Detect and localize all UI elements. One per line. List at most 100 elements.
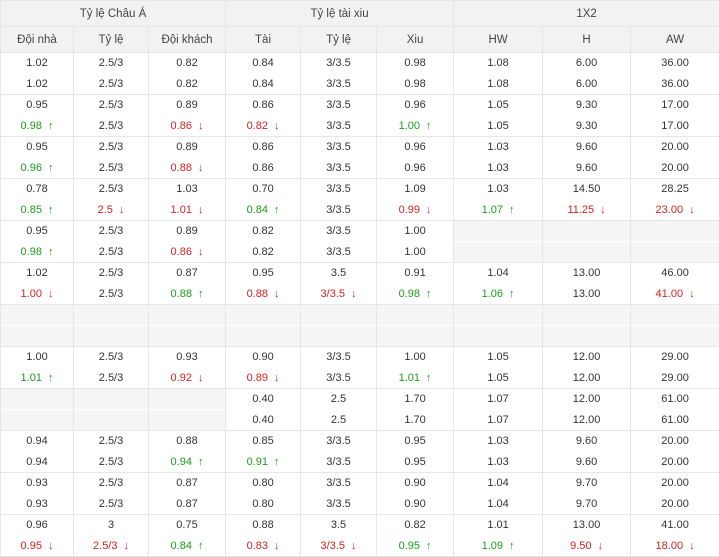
odds-value: 1.05: [487, 99, 508, 111]
odds-cell: 12.00: [543, 347, 631, 368]
odds-cell: [149, 305, 226, 326]
odds-value: 41.00: [661, 519, 689, 531]
odds-cell: 3/3.5: [301, 347, 377, 368]
odds-value: 0.82: [252, 246, 273, 258]
odds-value: 2.5/3: [99, 498, 123, 510]
odds-value: 3/3.5: [326, 477, 350, 489]
odds-value: 29.00: [661, 351, 689, 363]
odds-cell: 2.5/3: [74, 347, 149, 368]
odds-cell: 12.00: [543, 389, 631, 410]
arrow-down-icon: ↓: [689, 288, 695, 300]
odds-value: 0.89: [176, 225, 197, 237]
odds-cell: 2.5: [301, 389, 377, 410]
odds-value: 3.5: [331, 519, 346, 531]
odds-value: 11.25: [567, 204, 594, 216]
odds-cell: 0.78: [1, 179, 74, 200]
odds-cell: 3/3.5: [301, 368, 377, 389]
odds-cell: 1.70: [377, 410, 454, 431]
odds-cell: 6.00: [543, 53, 631, 74]
odds-cell: [454, 305, 543, 326]
odds-cell: 2.5/3: [74, 137, 149, 158]
odds-cell: 0.98↑: [377, 284, 454, 305]
arrow-up-icon: ↑: [198, 456, 204, 468]
odds-cell: 0.94↑: [149, 452, 226, 473]
odds-cell: 0.82: [149, 74, 226, 95]
odds-cell: 0.95: [1, 95, 74, 116]
odds-value: 13.00: [573, 288, 601, 300]
arrow-down-icon: ↓: [198, 204, 204, 216]
odds-cell: 1.08: [454, 74, 543, 95]
odds-cell: 2.5↓: [74, 200, 149, 221]
odds-value: 17.00: [661, 99, 689, 111]
odds-value: 1.03: [487, 435, 508, 447]
odds-cell: 3/3.5↓: [301, 536, 377, 557]
odds-cell: 1.02: [1, 53, 74, 74]
odds-cell: [631, 305, 719, 326]
arrow-up-icon: ↑: [274, 204, 280, 216]
col-hw-header: HW: [454, 27, 543, 53]
odds-value: 0.84: [171, 540, 192, 552]
odds-value: 20.00: [661, 477, 689, 489]
odds-cell: [74, 389, 149, 410]
odds-cell: [543, 305, 631, 326]
odds-cell: 3/3.5: [301, 53, 377, 74]
odds-cell: [149, 389, 226, 410]
odds-value: 3/3.5: [326, 204, 350, 216]
odds-value: 20.00: [661, 141, 689, 153]
odds-cell: [631, 242, 719, 263]
odds-cell: 1.01: [454, 515, 543, 536]
odds-value: 17.00: [661, 120, 689, 132]
odds-value: 0.98: [399, 288, 420, 300]
odds-value: 0.40: [252, 414, 273, 426]
odds-cell: 0.98: [377, 74, 454, 95]
odds-cell: 36.00: [631, 53, 719, 74]
arrow-up-icon: ↑: [426, 120, 432, 132]
odds-cell: 0.91: [377, 263, 454, 284]
odds-value: 0.84: [247, 204, 268, 216]
odds-cell: [377, 326, 454, 347]
odds-value: 1.04: [487, 477, 508, 489]
odds-value: 0.90: [404, 477, 425, 489]
odds-value: 2.5/3: [99, 351, 123, 363]
col-home-header: Đội nhà: [1, 27, 74, 53]
odds-value: 0.96: [21, 162, 42, 174]
odds-cell: 1.05: [454, 368, 543, 389]
odds-value: 1.07: [487, 393, 508, 405]
arrow-down-icon: ↓: [48, 288, 54, 300]
odds-cell: 20.00: [631, 452, 719, 473]
odds-value: 2.5/3: [99, 288, 123, 300]
odds-value: 0.82: [247, 120, 268, 132]
odds-cell: 11.25↓: [543, 200, 631, 221]
odds-cell: 28.25: [631, 179, 719, 200]
odds-value: 2.5/3: [99, 477, 123, 489]
col-over-header: Tài: [226, 27, 301, 53]
odds-value: 18.00: [656, 540, 684, 552]
arrow-up-icon: ↑: [509, 288, 515, 300]
odds-cell: 1.09: [377, 179, 454, 200]
odds-cell: 0.84: [226, 74, 301, 95]
odds-cell: 0.98: [377, 53, 454, 74]
odds-value: 2.5/3: [99, 435, 123, 447]
odds-value: 0.95: [26, 99, 47, 111]
odds-value: 12.00: [573, 351, 601, 363]
odds-value: 12.00: [573, 414, 601, 426]
arrow-up-icon: ↑: [48, 372, 54, 384]
odds-cell: 9.60: [543, 158, 631, 179]
odds-value: 3/3.5: [326, 498, 350, 510]
odds-value: 0.75: [176, 519, 197, 531]
odds-value: 0.95: [399, 540, 420, 552]
odds-line: [1, 326, 719, 347]
odds-value: 0.88: [252, 519, 273, 531]
odds-value: 3/3.5: [326, 141, 350, 153]
odds-value: 0.82: [404, 519, 425, 531]
odds-value: 1.02: [26, 57, 47, 69]
odds-value: 0.87: [176, 267, 197, 279]
odds-value: 0.96: [404, 162, 425, 174]
odds-value: 1.03: [176, 183, 197, 195]
odds-cell: 0.86↓: [149, 116, 226, 137]
